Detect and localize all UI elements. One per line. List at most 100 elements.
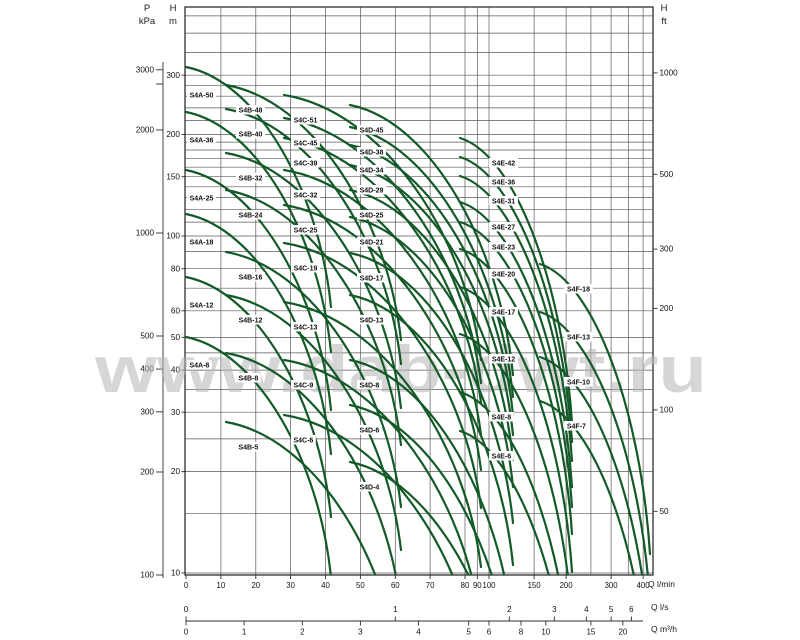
tick-label: 200 [660,304,674,313]
tick-label: 300 [140,407,154,416]
pump-curve-S4F-10 [538,355,644,575]
curve-label-bg [291,138,320,148]
curve-label-bg [236,210,265,220]
tick-label: 3 [552,605,557,614]
pump-curve-S4E-31 [458,174,574,463]
curve-label-S4B-48: S4B-48 [239,107,263,114]
tick-label: 8 [519,628,524,637]
head-m-axis-letter: H [169,3,177,14]
curve-label-S4A-50: S4A-50 [190,92,214,99]
head-ft-axis-unit: ft [661,16,667,27]
tick-label: 5 [609,605,614,614]
pump-curve-S4C-19 [282,241,483,510]
curve-label-bg [357,425,382,435]
pump-curve-S4F-7 [538,399,635,575]
curve-label-bg [236,129,265,139]
pump-curve-S4A-12 [185,275,333,519]
curve-label-S4C-6: S4C-6 [293,437,313,444]
tick-label: 20 [171,467,181,476]
tick-label: 60 [391,581,400,590]
curve-label-bg [236,173,265,183]
tick-label: 10 [541,628,550,637]
pump-curve-S4D-13 [348,293,515,567]
curve-label-bg [187,90,216,100]
curve-label-S4D-4: S4D-4 [359,484,379,491]
tick-label: 0 [184,581,189,590]
curve-label-S4C-45: S4C-45 [294,140,318,147]
tick-label: 500 [660,170,674,179]
curve-label-bg [291,115,320,125]
tick-label: 2000 [136,126,155,135]
pump-curve-S4A-36 [185,110,333,354]
curve-label-S4B-32: S4B-32 [239,175,263,182]
tick-label: 40 [321,581,330,590]
pump-curve-S4E-20 [458,247,574,536]
pump-curve-S4B-16 [224,250,403,509]
curve-label-bg [187,300,216,310]
tick-label: 200 [166,130,180,139]
curve-label-bg [564,377,593,387]
curve-label-bg [357,273,386,283]
pump-curve-S4E-36 [458,155,574,444]
pump-curve-S4D-38 [348,125,515,399]
curve-label-bg [564,284,593,294]
tick-label: 90 [473,581,482,590]
tick-label: 1 [242,628,247,637]
tick-label: 4 [416,628,421,637]
pump-curve-S4D-21 [348,215,515,489]
pump-curve-S4D-6 [348,403,493,575]
tick-label: 80 [461,581,470,590]
pump-curve-S4C-32 [282,168,483,437]
pump-curve-S4D-45 [348,103,515,377]
tick-label: 3000 [136,65,155,74]
tick-label: 3 [358,628,363,637]
curve-label-bg [291,435,316,445]
curve-label-S4D-8: S4D-8 [359,382,379,389]
curve-label-S4E-36: S4E-36 [492,179,515,186]
flow-ls-axis-unit: Q l/s [651,602,669,612]
curve-label-S4E-31: S4E-31 [492,198,515,205]
curve-label-bg [236,272,265,282]
curve-label-S4C-9: S4C-9 [293,382,313,389]
tick-label: 6 [629,605,634,614]
curve-label-bg [236,373,261,383]
pump-curve-S4D-8 [348,358,506,575]
pump-curve-S4B-8 [224,351,397,575]
curve-label-S4C-51: S4C-51 [294,117,318,124]
curve-label-S4A-12: S4A-12 [190,302,214,309]
pump-curve-S4E-23 [458,220,574,509]
pump-curve-S4D-34 [348,143,515,417]
curve-label-bg [357,210,386,220]
pump-curve-S4A-8 [185,335,332,575]
tick-label: 200 [560,581,574,590]
tick-label: 10 [171,569,181,578]
curve-label-S4A-25: S4A-25 [190,195,214,202]
curve-label-bg [236,105,265,115]
tick-label: 2 [300,628,305,637]
curve-label-S4A-36: S4A-36 [190,137,214,144]
pump-curve-S4B-24 [224,188,403,447]
curve-label-S4B-8: S4B-8 [238,375,258,382]
pump-curve-S4D-25 [348,188,515,462]
pump-curve-S4A-25 [185,168,333,412]
tick-label: 2 [507,605,512,614]
curve-label-bg [489,222,518,232]
pump-curve-S4C-45 [282,116,483,385]
curve-label-S4E-6: S4E-6 [492,453,512,460]
pump-curve-S4E-6 [458,429,550,575]
tick-label: 100 [140,571,154,580]
tick-label: 80 [171,264,181,273]
curve-label-bg [489,412,514,422]
curve-label-bg [564,421,589,431]
curve-label-bg [489,177,518,187]
curve-label-S4B-16: S4B-16 [239,274,263,281]
tick-label: 300 [660,245,674,254]
pump-curve-S4C-39 [282,136,483,405]
axes: 0 10 20 30 40 50 60 70 80 90 100 150 200 300 400102030… [136,62,678,637]
curve-label-S4B-5: S4B-5 [238,444,258,451]
tick-label: 50 [660,507,670,516]
curve-label-S4D-6: S4D-6 [359,427,379,434]
curve-label-bg [187,237,216,247]
